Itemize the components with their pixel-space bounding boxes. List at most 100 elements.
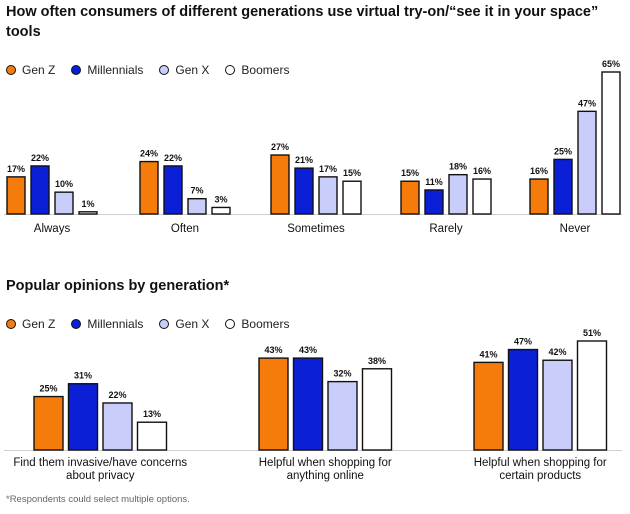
bar-millennials-always (30, 165, 50, 215)
legend-item-millennials: Millennials (71, 317, 143, 331)
value-label-gen-z-helpful-when-shopping-for-anything-onlin: 43% (264, 345, 282, 355)
chart-2-title: Popular opinions by generation* (6, 278, 230, 294)
value-label-gen-x-helpful-when-shopping-for-certain-produc: 42% (548, 347, 566, 357)
category-label-helpful-when-shopping-for-anything-onlin-line-1: Helpful when shopping for (259, 457, 392, 469)
legend-label-gen-z: Gen Z (22, 63, 56, 77)
value-label-boomers-find-them-invasive-have-concerns-about-p: 13% (143, 409, 161, 419)
value-label-gen-z-sometimes: 27% (271, 142, 289, 152)
legend-item-boomers: Boomers (225, 63, 289, 77)
bar-gen-z-helpful-when-shopping-for-anything-onlin (258, 357, 289, 451)
value-label-gen-x-often: 7% (190, 186, 203, 196)
bar-gen-z-sometimes (270, 154, 290, 215)
chart-2-legend: Gen Z Millennials Gen X Boomers (6, 317, 305, 331)
value-label-millennials-helpful-when-shopping-for-anything-onlin: 43% (299, 345, 317, 355)
legend-item-gen-x: Gen X (159, 317, 209, 331)
bar-gen-x-sometimes (318, 176, 338, 215)
bar-gen-x-helpful-when-shopping-for-anything-onlin (327, 380, 358, 451)
bar-millennials-sometimes (294, 167, 314, 215)
legend-swatch-boomers (225, 65, 236, 75)
bar-gen-x-helpful-when-shopping-for-certain-produc (542, 359, 573, 451)
value-label-gen-x-never: 47% (578, 98, 596, 108)
bar-gen-z-rarely (400, 180, 420, 215)
legend-label-boomers: Boomers (241, 63, 290, 77)
legend-label-gen-x: Gen X (175, 317, 210, 331)
bar-millennials-find-them-invasive-have-concerns-about-p (67, 383, 99, 451)
category-label-always: Always (34, 223, 71, 235)
value-label-gen-z-always: 17% (7, 164, 25, 174)
bar-gen-x-often (187, 198, 207, 215)
category-label-helpful-when-shopping-for-certain-produc-line-2: certain products (499, 470, 581, 482)
legend-swatch-gen-x (159, 319, 170, 329)
bar-boomers-often (211, 206, 231, 215)
value-label-boomers-rarely: 16% (473, 166, 491, 176)
legend-swatch-gen-z (6, 65, 16, 75)
bar-gen-x-rarely (448, 173, 468, 215)
bar-gen-z-helpful-when-shopping-for-certain-produc (473, 361, 504, 451)
value-label-gen-z-find-them-invasive-have-concerns-about-p: 25% (39, 384, 57, 394)
value-label-gen-x-always: 10% (55, 179, 73, 189)
value-label-boomers-sometimes: 15% (343, 168, 361, 178)
bar-gen-z-always (6, 176, 26, 215)
category-label-often: Often (171, 223, 199, 235)
value-label-boomers-always: 1% (81, 199, 94, 209)
value-label-boomers-never: 65% (602, 59, 620, 69)
category-label-never: Never (560, 223, 591, 235)
legend-swatch-millennials (71, 65, 82, 75)
value-label-gen-z-often: 24% (140, 149, 158, 159)
bar-boomers-helpful-when-shopping-for-certain-produc (576, 340, 608, 451)
category-label-sometimes: Sometimes (287, 223, 345, 235)
value-label-gen-z-helpful-when-shopping-for-certain-produc: 41% (479, 349, 497, 359)
bar-gen-z-find-them-invasive-have-concerns-about-p (33, 395, 64, 451)
legend-swatch-gen-x (159, 65, 170, 75)
legend-item-gen-z: Gen Z (6, 317, 55, 331)
bar-boomers-rarely (472, 178, 492, 215)
value-label-millennials-rarely: 11% (425, 177, 443, 187)
bar-millennials-helpful-when-shopping-for-anything-onlin (292, 357, 324, 451)
value-label-millennials-helpful-when-shopping-for-certain-produc: 47% (514, 337, 532, 347)
bar-gen-x-find-them-invasive-have-concerns-about-p (102, 402, 133, 451)
legend-label-millennials: Millennials (87, 63, 144, 77)
bar-gen-z-never (529, 178, 549, 215)
value-label-boomers-helpful-when-shopping-for-certain-produc: 51% (583, 328, 601, 338)
legend-label-millennials: Millennials (87, 317, 144, 331)
legend-item-gen-z: Gen Z (6, 63, 55, 77)
bar-boomers-never (601, 71, 621, 215)
footnote: *Respondents could select multiple optio… (6, 494, 190, 505)
legend-item-millennials: Millennials (71, 63, 143, 77)
value-label-gen-x-find-them-invasive-have-concerns-about-p: 22% (108, 390, 126, 400)
chart-1-legend: Gen Z Millennials Gen X Boomers (6, 63, 305, 77)
bar-millennials-often (163, 165, 183, 215)
category-label-helpful-when-shopping-for-anything-onlin-line-2: anything online (287, 470, 364, 482)
value-label-millennials-often: 22% (164, 153, 182, 163)
category-label-find-them-invasive-have-concerns-about-p-line-2: about privacy (66, 470, 135, 482)
bar-boomers-find-them-invasive-have-concerns-about-p (136, 421, 168, 451)
legend-swatch-millennials (71, 319, 82, 329)
value-label-gen-x-sometimes: 17% (319, 164, 337, 174)
value-label-millennials-find-them-invasive-have-concerns-about-p: 31% (74, 371, 92, 381)
value-label-millennials-never: 25% (554, 146, 572, 156)
legend-label-gen-x: Gen X (175, 63, 210, 77)
value-label-gen-z-rarely: 15% (401, 168, 419, 178)
chart-1-title: How often consumers of different generat… (6, 4, 599, 40)
bar-boomers-always (78, 211, 98, 215)
bar-boomers-helpful-when-shopping-for-anything-onlin (361, 368, 393, 451)
bar-gen-x-never (577, 110, 597, 215)
legend-swatch-boomers (225, 319, 236, 329)
bar-gen-z-often (139, 160, 159, 215)
value-label-boomers-helpful-when-shopping-for-anything-onlin: 38% (368, 356, 386, 366)
bar-gen-x-always (54, 191, 74, 215)
bar-millennials-rarely (424, 189, 444, 215)
bar-boomers-sometimes (342, 180, 362, 215)
category-label-helpful-when-shopping-for-certain-produc-line-1: Helpful when shopping for (474, 457, 607, 469)
value-label-gen-z-never: 16% (530, 166, 548, 176)
value-label-millennials-sometimes: 21% (295, 155, 313, 165)
legend-label-boomers: Boomers (241, 317, 290, 331)
legend-item-gen-x: Gen X (159, 63, 209, 77)
bar-millennials-never (553, 158, 573, 215)
legend-label-gen-z: Gen Z (22, 317, 56, 331)
value-label-millennials-always: 22% (31, 153, 49, 163)
bar-millennials-helpful-when-shopping-for-certain-produc (507, 348, 539, 451)
category-label-rarely: Rarely (429, 223, 462, 235)
value-label-gen-x-helpful-when-shopping-for-anything-onlin: 32% (333, 369, 351, 379)
